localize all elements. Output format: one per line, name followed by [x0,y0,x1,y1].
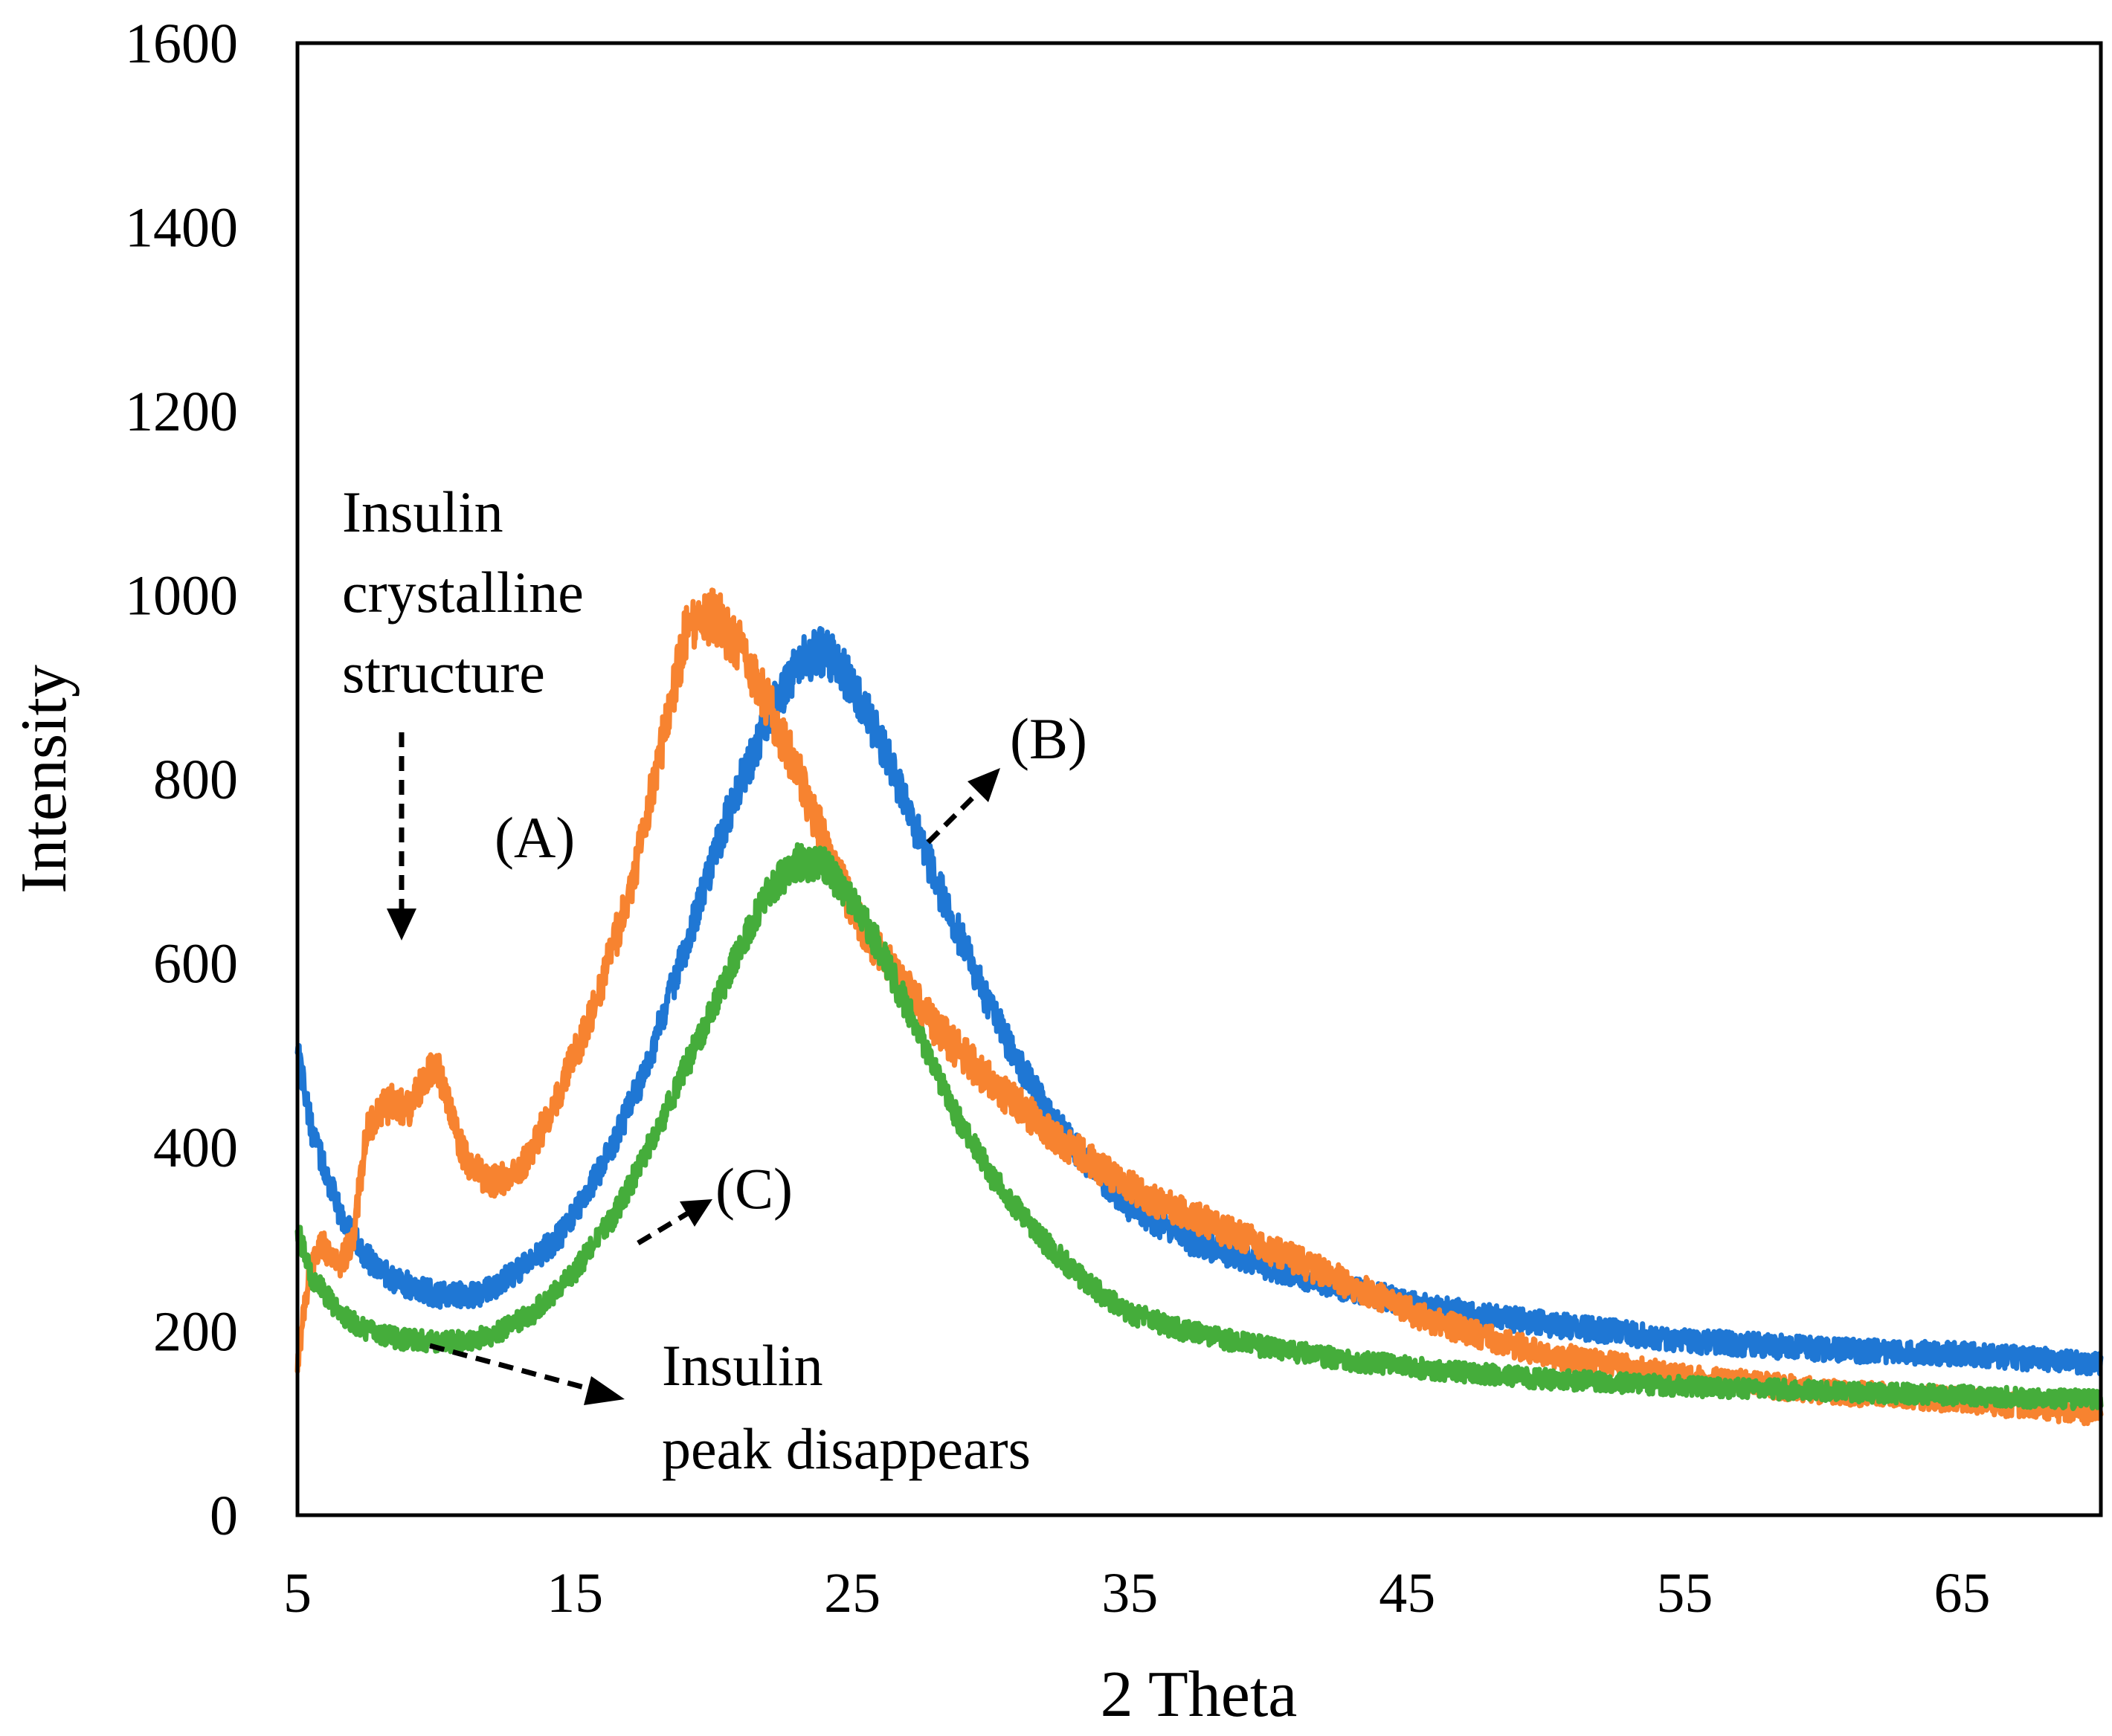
annotation-b-arrowhead [968,768,1000,802]
label-c: (C) [715,1156,793,1221]
x-tick-label: 55 [1656,1562,1713,1624]
series-a-line [294,587,2104,1427]
y-tick-label: 200 [153,1301,238,1364]
annotation-b: (B) [926,706,1087,845]
y-axis-title: Intensity [8,665,80,894]
annotation-disappears: Insulin peak disappears [429,1333,1031,1481]
y-axis-ticks: 0 200 400 600 800 1000 1200 1400 1600 [125,13,238,1547]
y-tick-label: 600 [153,933,238,996]
annotation-disappears-arrow [429,1343,596,1393]
annotation-crystalline-line-2: crystalline [342,560,584,625]
annotation-c-arrow [637,1209,692,1246]
annotation-crystalline: Insulin crystalline structure [342,480,584,940]
series-b-line [294,626,2104,1377]
x-tick-label: 25 [824,1562,880,1624]
x-tick-label: 45 [1379,1562,1435,1624]
annotation-b-arrow [926,788,982,845]
annotation-c-arrowhead [680,1199,712,1227]
annotation-c: (C) [637,1156,793,1246]
y-tick-label: 1200 [125,381,238,443]
x-axis-ticks: 5 15 25 35 45 55 65 [283,1562,1990,1624]
series-layer [294,587,2104,1427]
y-tick-label: 1600 [125,13,238,75]
x-tick-label: 15 [547,1562,603,1624]
annotation-disappears-line-2: peak disappears [662,1416,1031,1481]
label-b: (B) [1010,706,1087,771]
annotation-disappears-line-1: Insulin [662,1333,823,1398]
y-tick-label: 0 [210,1485,238,1547]
annotation-disappears-arrowhead [584,1376,625,1405]
series-c-line [294,842,2104,1411]
x-tick-label: 65 [1934,1562,1990,1624]
x-tick-label: 35 [1101,1562,1158,1624]
annotation-crystalline-line-1: Insulin [342,480,503,544]
y-tick-label: 1400 [125,197,238,259]
x-tick-label: 5 [283,1562,312,1624]
y-tick-label: 800 [153,749,238,811]
plot-area-border [295,41,2103,1517]
y-tick-label: 400 [153,1117,238,1179]
annotation-crystalline-line-3: structure [342,640,545,705]
y-tick-label: 1000 [125,565,238,627]
x-axis-title: 2 Theta [1101,1659,1298,1731]
label-a: (A) [495,805,575,870]
annotation-crystalline-arrowhead [387,909,416,940]
